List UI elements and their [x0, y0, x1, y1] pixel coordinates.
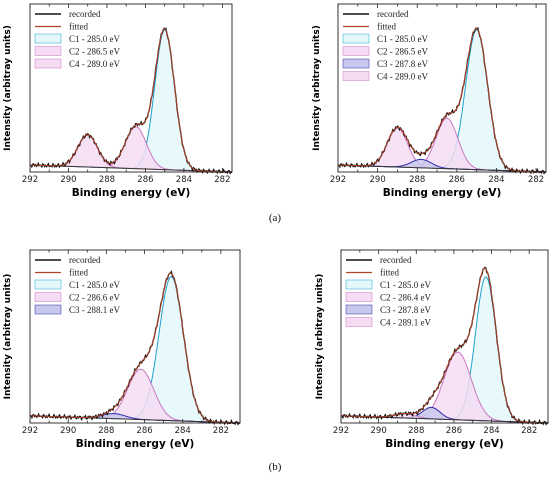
x-tick-label: 282	[528, 175, 544, 185]
x-axis-title: Binding energy (eV)	[385, 438, 504, 450]
peak-fill-C2	[30, 369, 240, 423]
legend-swatch-C1	[345, 279, 373, 290]
legend-swatch-C1	[34, 279, 62, 290]
x-tick-label: 290	[370, 175, 386, 185]
x-tick-label: 284	[176, 175, 192, 185]
x-axis-title: Binding energy (eV)	[383, 187, 502, 199]
legend-swatch-C4	[345, 317, 373, 327]
caption-a: (a)	[269, 212, 282, 224]
x-tick-label: 292	[333, 426, 349, 436]
x-axis-title: Binding energy (eV)	[72, 187, 191, 199]
plot-frame	[340, 249, 549, 424]
series-fitted	[338, 27, 546, 173]
y-axis-title: Intensity (arbitray units)	[3, 274, 13, 400]
x-tick-label: 286	[449, 175, 465, 185]
y-axis-title: Intensity (arbitray units)	[3, 25, 13, 151]
legend-label: C4 - 289.1 eV	[380, 318, 431, 328]
legend-label: C4 - 289.0 eV	[69, 59, 120, 69]
plot-frame	[29, 249, 241, 424]
peak-fill-C2	[30, 126, 232, 172]
x-tick-label: 288	[409, 175, 425, 185]
x-tick-label: 282	[213, 426, 229, 436]
panel-a-left: 292 290 288 286 284 282 Binding energy (eV) Int…	[3, 3, 233, 199]
x-tick-label: 290	[60, 426, 76, 436]
x-tick-label: 286	[446, 426, 462, 436]
legend-label: C3 - 287.8 eV	[377, 59, 428, 69]
x-tick-label: 292	[22, 175, 38, 185]
legend-label: C1 - 285.0 eV	[69, 34, 120, 44]
x-tick-label: 290	[60, 175, 76, 185]
legend-label: recorded	[377, 9, 409, 19]
legend-label: C2 - 286.6 eV	[69, 293, 120, 303]
legend-swatch-C4	[34, 58, 62, 69]
legend-swatch-C3	[342, 58, 370, 69]
caption-b: (b)	[269, 461, 282, 473]
x-tick-label: 288	[98, 426, 114, 436]
legend-swatch-C2	[34, 46, 62, 56]
legend-swatch-C2	[34, 292, 62, 302]
plot-frame	[337, 3, 547, 173]
x-tick-label: 284	[175, 426, 191, 436]
legend-swatch-C2	[342, 46, 370, 56]
x-tick-label: 290	[371, 426, 387, 436]
legend-label: C3 - 288.1 eV	[69, 305, 120, 315]
panel-b-left: 292 290 288 286 284 282 Binding energy (eV) Int…	[3, 249, 241, 450]
x-tick-label: 282	[214, 175, 230, 185]
legend-label: C2 - 286.5 eV	[377, 47, 428, 57]
x-tick-label: 288	[99, 175, 115, 185]
legend-label: recorded	[380, 255, 412, 265]
legend-label: fitted	[377, 22, 396, 32]
peak-fill-C1	[30, 276, 240, 423]
legend-swatch-C3	[34, 304, 62, 315]
y-axis-title: Intensity (arbitray units)	[312, 25, 322, 151]
legend-label: recorded	[69, 9, 101, 19]
panel-b-right: 292 290 288 286 284 282 Binding energy (eV) Int…	[315, 249, 549, 450]
x-tick-label: 292	[330, 175, 346, 185]
legend-label: fitted	[380, 268, 399, 278]
panel-a-right: 292 290 288 286 284 282 Binding energy (eV) Int…	[312, 3, 547, 199]
series-fitted	[30, 28, 232, 173]
y-axis-title: Intensity (arbitray units)	[315, 274, 325, 400]
x-axis-title: Binding energy (eV)	[76, 438, 195, 450]
series-fitted	[341, 267, 548, 424]
x-tick-label: 284	[483, 426, 499, 436]
legend-label: fitted	[69, 22, 88, 32]
peak-fill-C2	[341, 352, 548, 423]
legend-label: C1 - 285.0 eV	[380, 280, 431, 290]
peak-fill-C1	[338, 29, 546, 173]
legend-swatch-C1	[34, 33, 62, 44]
legend-swatch-C4	[342, 71, 370, 81]
series-fitted	[30, 272, 240, 424]
legend-label: C4 - 289.0 eV	[377, 72, 428, 82]
peak-fill-C1	[341, 276, 548, 423]
x-tick-label: 292	[22, 426, 38, 436]
legend-label: C1 - 285.0 eV	[69, 280, 120, 290]
legend-swatch-C3	[345, 304, 373, 315]
peak-fill-C2	[338, 118, 546, 172]
baseline	[337, 164, 547, 173]
legend-label: fitted	[69, 268, 88, 278]
x-tick-label: 282	[521, 426, 537, 436]
plot-frame	[29, 3, 233, 173]
x-tick-label: 286	[136, 426, 152, 436]
legend-label: C1 - 285.0 eV	[377, 34, 428, 44]
legend-label: C2 - 286.5 eV	[69, 47, 120, 57]
x-tick-label: 288	[408, 426, 424, 436]
legend-label: recorded	[69, 255, 101, 265]
legend-swatch-C1	[342, 33, 370, 44]
legend-label: C2 - 286.4 eV	[380, 293, 431, 303]
x-tick-label: 286	[137, 175, 153, 185]
legend-label: C3 - 287.8 eV	[380, 305, 431, 315]
x-tick-label: 284	[488, 175, 504, 185]
legend-swatch-C2	[345, 292, 373, 302]
